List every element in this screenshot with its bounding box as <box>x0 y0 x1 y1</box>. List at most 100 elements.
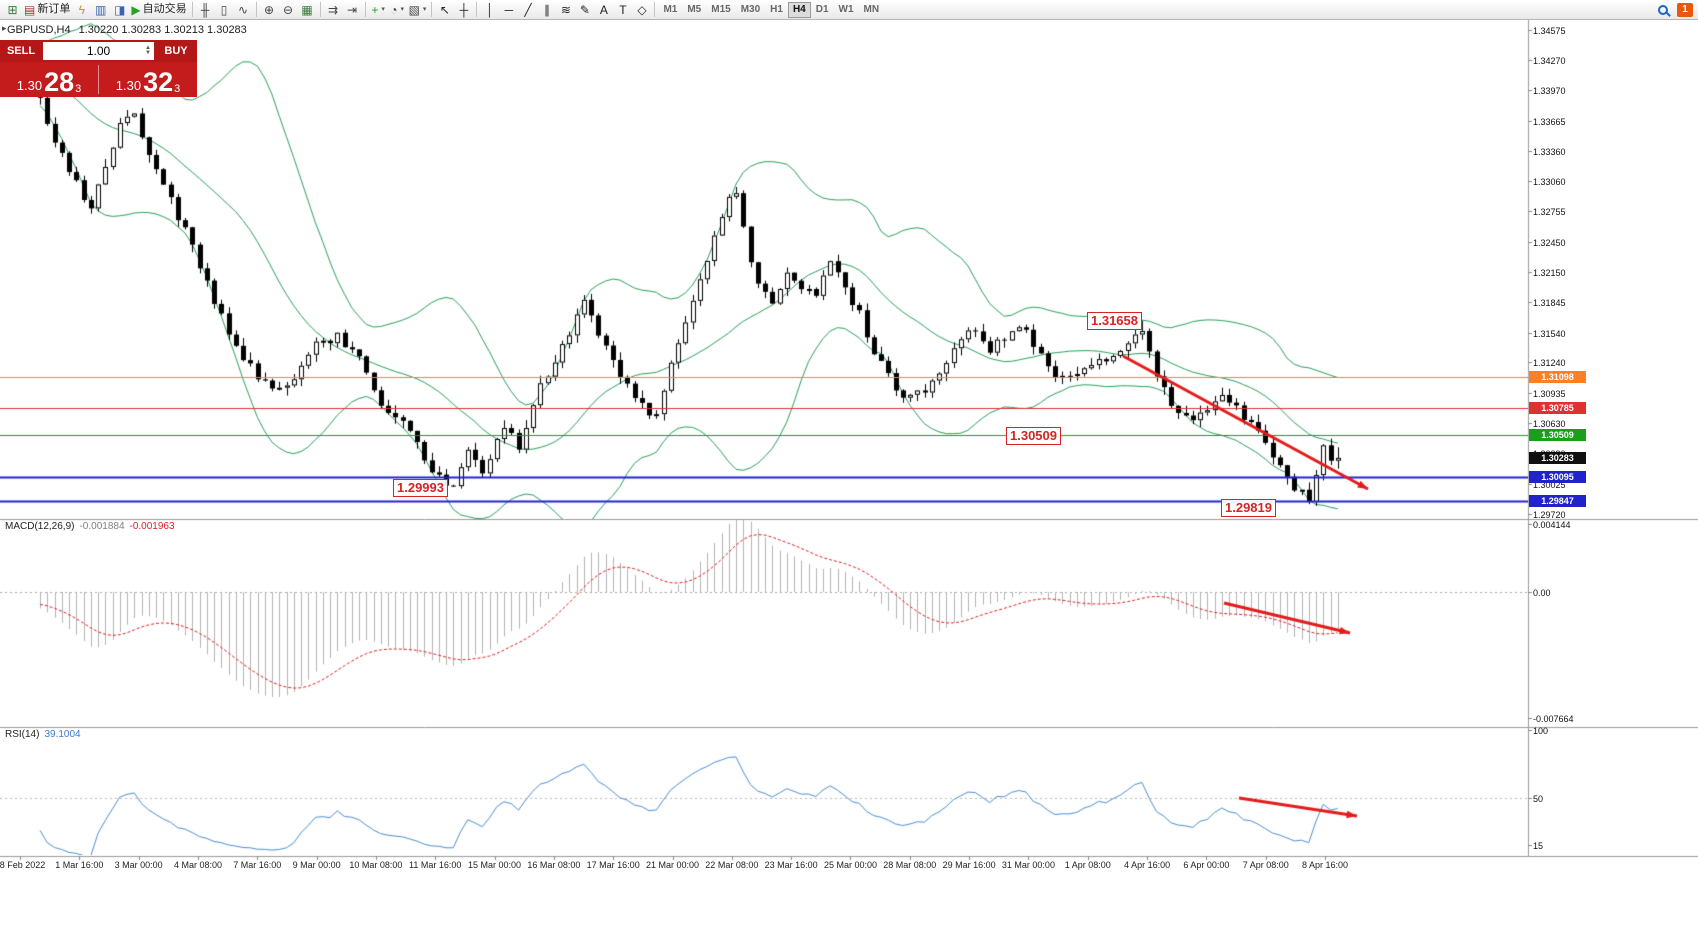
draw-button[interactable]: ✎ <box>575 1 594 19</box>
chart-shift-button[interactable]: ⇥ <box>343 1 362 19</box>
equidistant-channel-button[interactable]: ∥ <box>537 1 556 19</box>
notifications-badge[interactable]: 1 <box>1677 2 1693 17</box>
text-label-button[interactable]: T <box>613 1 632 19</box>
toolbar-separator <box>319 2 321 17</box>
timeframe-m5-button[interactable]: M5 <box>687 4 702 15</box>
price-axis-label: 1.30630 <box>1533 419 1566 430</box>
time-axis-label: 7 Apr 08:00 <box>1242 860 1289 870</box>
price-annotation[interactable]: 1.29819 <box>1221 499 1276 517</box>
price-axis-label: 1.30935 <box>1533 388 1566 399</box>
chart-bars-button[interactable]: ╫ <box>196 1 215 19</box>
toolbar-separator <box>654 2 656 17</box>
price-axis-label: 1.32450 <box>1533 237 1566 248</box>
quick-trade-button[interactable]: ϟ <box>72 1 91 19</box>
one-click-panel-toggle-icon[interactable]: ▸ <box>2 23 7 33</box>
search-button[interactable] <box>1653 1 1672 19</box>
volume-spinner: ▲ ▼ <box>143 42 153 60</box>
sell-price-button[interactable]: 1.30 28 3 <box>0 62 98 97</box>
auto-scroll-button[interactable]: ⇉ <box>324 1 343 19</box>
timeframe-d1-button[interactable]: D1 <box>815 4 829 15</box>
indicators-icon: + <box>371 2 379 17</box>
time-axis-label: 16 Mar 08:00 <box>527 860 581 870</box>
macd-signal-value: -0.001963 <box>129 521 175 532</box>
buy-button[interactable]: BUY <box>164 45 188 57</box>
crosshair-icon: ┼ <box>459 2 469 17</box>
templates-button[interactable]: ▧ ▾ <box>407 1 429 19</box>
tile-windows-icon: ▦ <box>301 2 313 17</box>
macd-label: MACD(12,26,9) -0.001884 -0.001963 <box>5 521 175 532</box>
time-axis-label: 1 Apr 08:00 <box>1064 860 1111 870</box>
new-order-button[interactable]: ▤ 新订单 <box>22 1 72 19</box>
volume-input[interactable] <box>43 42 154 60</box>
trendline-button[interactable]: ╱ <box>518 1 537 19</box>
toolbar-buttons: ⊞ ▤ 新订单 ϟ ▥ ◨ ▶ 自动交易 ╫ ▯ ∿ ⊕ ⊖ ▦ ⇉ ⇥ + ▾ ◔ ▾ ▧ ▾ ↖ ┼ │ ─ ╱ ∥ ≋ ✎ A T ◇ M1… <box>3 0 884 20</box>
fibonacci-button[interactable]: ≋ <box>556 1 575 19</box>
text-label-icon: T <box>619 2 627 17</box>
market-watch-icon: ▥ <box>95 2 107 17</box>
price-annotation[interactable]: 1.29993 <box>393 479 448 497</box>
quick-trade-icon: ϟ <box>78 2 86 17</box>
cursor-button[interactable]: ↖ <box>435 1 454 19</box>
price-axis-label: 1.32150 <box>1533 267 1566 278</box>
time-axis-label: 8 Apr 16:00 <box>1302 860 1349 870</box>
time-axis-label: 4 Mar 08:00 <box>173 860 222 870</box>
macd-axis-label: -0.007664 <box>1533 714 1574 724</box>
draw-icon: ✎ <box>579 2 590 17</box>
timeframe-h4-button[interactable]: H4 <box>787 1 811 18</box>
toolbar: ⊞ ▤ 新订单 ϟ ▥ ◨ ▶ 自动交易 ╫ ▯ ∿ ⊕ ⊖ ▦ ⇉ ⇥ + ▾ ◔ ▾ ▧ ▾ ↖ ┼ │ ─ ╱ ∥ ≋ ✎ A T ◇ M1… <box>0 0 1698 20</box>
timeframe-m15-button[interactable]: M15 <box>711 4 731 15</box>
sell-price-big: 28 <box>44 67 75 97</box>
time-axis-label: 7 Mar 16:00 <box>233 860 282 870</box>
new-chart-button[interactable]: ⊞ <box>3 1 22 19</box>
timeframe-mn-button[interactable]: MN <box>863 4 880 15</box>
zoom-in-button[interactable]: ⊕ <box>260 1 279 19</box>
time-axis-label: 23 Mar 16:00 <box>764 860 818 870</box>
timeframe-h1-button[interactable]: H1 <box>770 4 783 15</box>
periods-icon: ◔ <box>390 2 398 17</box>
price-tag: 1.30785 <box>1529 401 1586 414</box>
volume-decrement-button[interactable]: ▼ <box>145 50 151 56</box>
price-axis-label: 1.29720 <box>1533 510 1566 520</box>
shapes-icon: ◇ <box>637 2 647 17</box>
rsi-value: 39.1004 <box>44 729 81 740</box>
autotrading-button[interactable]: ▶ 自动交易 <box>129 1 188 19</box>
price-tag: 1.30283 <box>1529 451 1586 464</box>
timeframe-m30-button[interactable]: M30 <box>740 4 761 15</box>
crosshair-button[interactable]: ┼ <box>454 1 473 19</box>
vertical-line-button[interactable]: │ <box>480 1 499 19</box>
zoom-out-button[interactable]: ⊖ <box>279 1 298 19</box>
tile-windows-button[interactable]: ▦ <box>298 1 317 19</box>
toolbar-separator <box>476 2 478 17</box>
buy-price-button[interactable]: 1.30 32 3 <box>99 62 197 97</box>
text-button[interactable]: A <box>594 1 613 19</box>
sell-price-prefix: 1.30 <box>16 78 43 93</box>
zoom-out-icon: ⊖ <box>283 2 294 17</box>
chart-candles-button[interactable]: ▯ <box>215 1 234 19</box>
sell-button[interactable]: SELL <box>6 45 36 57</box>
periods-button[interactable]: ◔ ▾ <box>388 1 407 19</box>
price-axis-label: 1.32755 <box>1533 207 1566 218</box>
rsi-label: RSI(14) 39.1004 <box>5 729 81 740</box>
timeframe-m1-button[interactable]: M1 <box>663 4 678 15</box>
indicators-button[interactable]: + ▾ <box>369 1 388 19</box>
data-window-button[interactable]: ◨ <box>110 1 129 19</box>
rsi-axis-label: 100 <box>1533 726 1549 736</box>
horizontal-line-button[interactable]: ─ <box>499 1 518 19</box>
new-chart-icon: ⊞ <box>7 2 18 17</box>
timeframe-w1-button[interactable]: W1 <box>838 4 854 15</box>
macd-axis-label: 0.004144 <box>1533 520 1571 530</box>
price-tag: 1.29847 <box>1529 495 1586 508</box>
shapes-button[interactable]: ◇ <box>632 1 651 19</box>
volume-increment-button[interactable]: ▲ <box>145 45 151 51</box>
price-axis-label: 1.33970 <box>1533 86 1566 97</box>
chart-line-button[interactable]: ∿ <box>234 1 253 19</box>
market-watch-button[interactable]: ▥ <box>91 1 110 19</box>
autotrading-icon: ▶ <box>131 2 141 17</box>
toolbar-separator <box>431 2 433 17</box>
price-annotation[interactable]: 1.31658 <box>1087 312 1142 330</box>
rsi-name: RSI(14) <box>5 729 40 740</box>
time-axis-label: 4 Apr 16:00 <box>1124 860 1171 870</box>
price-annotation[interactable]: 1.30509 <box>1006 427 1061 445</box>
